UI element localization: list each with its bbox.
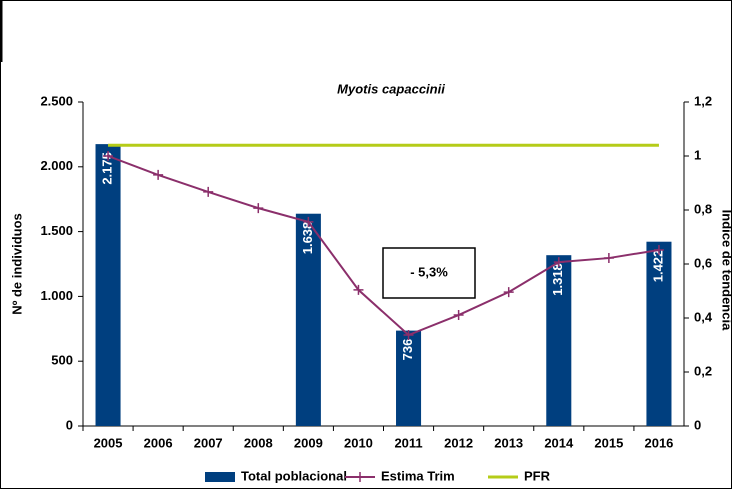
legend-swatch	[205, 472, 235, 482]
bar-value-label: 1.318	[550, 263, 565, 296]
y-tick-label: 1.000	[40, 288, 73, 303]
bar	[396, 330, 422, 426]
x-tick-label: 2011	[394, 435, 422, 450]
y-tick-label: 0	[66, 417, 73, 432]
y2-tick-label: 1	[694, 147, 701, 162]
bar	[546, 255, 572, 426]
y2-tick-label: 0,8	[694, 201, 712, 216]
line-marker	[303, 216, 314, 227]
y2-tick-label: 0,6	[694, 255, 712, 270]
x-tick-label: 2010	[344, 435, 373, 450]
x-tick-label: 2016	[644, 435, 673, 450]
y-tick-label: 2.500	[40, 93, 73, 108]
line-marker	[403, 330, 414, 341]
line-marker	[103, 151, 114, 161]
y2-tick-label: 1,2	[694, 93, 712, 108]
x-tick-label: 2008	[244, 435, 273, 450]
line-marker	[153, 169, 164, 180]
bar-value-label: 1.422	[650, 250, 665, 283]
y-tick-label: 500	[51, 353, 73, 368]
x-tick-label: 2014	[544, 435, 574, 450]
legend-label: Estima Trim	[381, 468, 455, 483]
line-marker	[253, 203, 264, 214]
y2-tick-label: 0,2	[694, 363, 712, 378]
x-tick-label: 2009	[294, 435, 323, 450]
y2-tick-label: 0,4	[694, 309, 713, 324]
x-tick-label: 2013	[494, 435, 523, 450]
y-axis-label: Nº de individuos	[9, 213, 24, 315]
x-tick-label: 2007	[194, 435, 223, 450]
legend-label: Total poblacional	[241, 468, 347, 483]
bar-value-label: 2.175	[99, 152, 114, 185]
legend-label: PFR	[524, 468, 551, 483]
line-marker	[353, 284, 364, 295]
bar	[95, 144, 121, 426]
bar	[295, 213, 321, 426]
line-marker	[203, 186, 214, 197]
annotation-box	[382, 247, 476, 299]
legend-marker	[355, 472, 365, 482]
line-marker	[553, 257, 564, 268]
y2-tick-label: 0	[694, 417, 701, 432]
x-tick-label: 2006	[144, 435, 173, 450]
line-marker	[453, 310, 464, 321]
chart-title: Myotis capaccinii	[337, 81, 445, 96]
bar-value-label: 1.638	[300, 222, 315, 255]
x-tick-label: 2005	[94, 435, 123, 450]
annotation: - 5,3%	[410, 264, 448, 279]
y2-axis-label: Índice de tendencia	[720, 210, 732, 331]
bar-value-label: 736	[400, 339, 415, 361]
line-marker	[603, 253, 614, 264]
bar	[646, 241, 672, 426]
line-series	[107, 155, 660, 337]
y-tick-label: 2.000	[40, 158, 73, 173]
x-tick-label: 2015	[594, 435, 623, 450]
x-tick-label: 2012	[444, 435, 473, 450]
line-marker	[503, 287, 514, 298]
y-tick-label: 1.500	[40, 223, 73, 238]
line-marker	[653, 244, 664, 255]
